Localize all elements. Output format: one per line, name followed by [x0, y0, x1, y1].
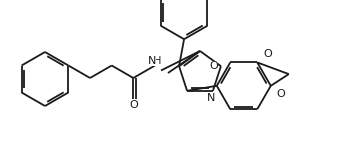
Text: O: O — [210, 61, 218, 71]
Text: O: O — [263, 49, 272, 59]
Text: O: O — [129, 100, 138, 110]
Text: N: N — [207, 93, 215, 103]
Text: H: H — [154, 56, 162, 66]
Text: O: O — [276, 89, 285, 99]
Text: N: N — [148, 56, 156, 66]
